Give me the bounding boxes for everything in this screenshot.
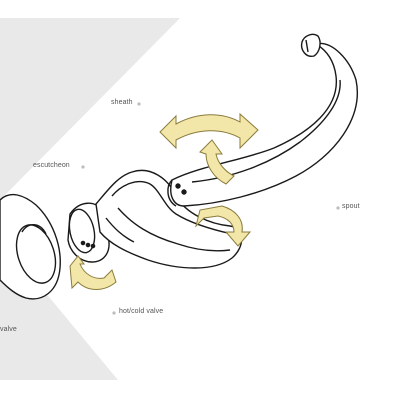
escutcheon-leader-dot [81,165,85,169]
spout-leader-dot [336,206,340,210]
spout-label: spout [342,203,360,210]
rotation-arrow-upper [199,139,235,185]
valve-partial-label: valve [0,326,17,333]
swap-arrow-top [159,112,259,150]
sheath-leader-dot [137,102,141,106]
valve-leader-dot [112,311,116,315]
escutcheon-part [0,193,61,300]
rotation-arrow-lower [195,205,252,247]
escutcheon-label: escutcheon [33,162,70,169]
rotation-arrow-valve [69,255,117,290]
diagonal-panel-left-edge [0,18,180,200]
hot-cold-valve-label: hot/cold valve [119,308,164,315]
sheath-label: sheath [111,99,133,106]
sheath-part [95,169,243,269]
